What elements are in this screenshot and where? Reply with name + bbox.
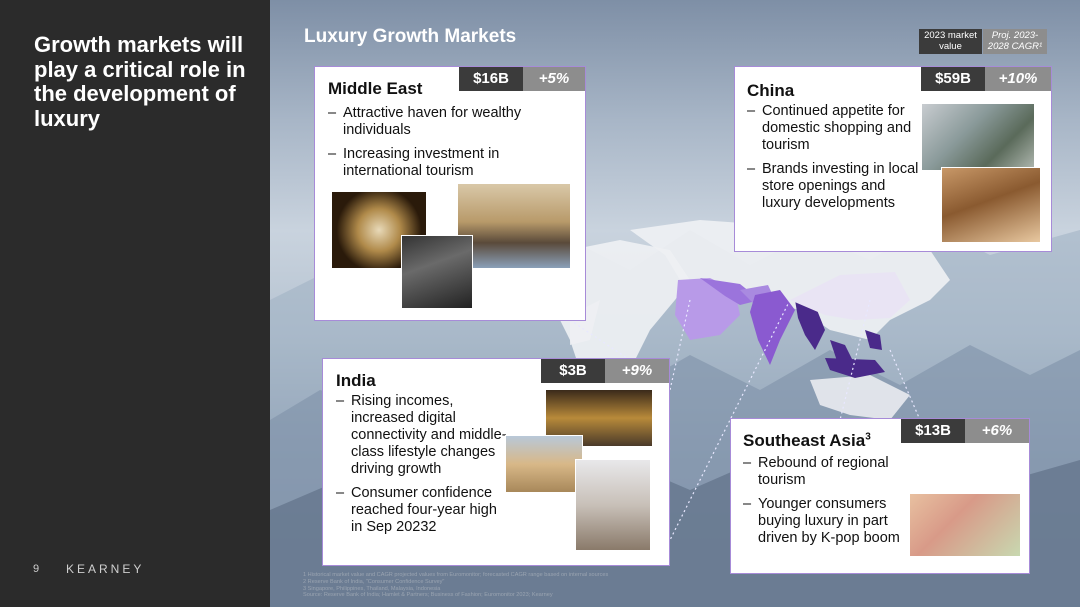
list-item: Brands investing in local store openings… <box>747 161 919 212</box>
legend-market-value: 2023 market value <box>919 29 982 54</box>
photo-heritage-hotel <box>505 435 583 493</box>
photo-boutique-interior <box>401 235 473 309</box>
list-item: Rising incomes, increased digital connec… <box>336 393 508 478</box>
footnote-line: 1 Historical market value and CAGR proje… <box>303 572 609 578</box>
photo-consumer-portrait <box>575 459 651 551</box>
photo-hotel-exterior <box>457 183 571 269</box>
page-number: 9 <box>33 563 40 575</box>
list-item: Continued appetite for domestic shopping… <box>747 103 919 154</box>
market-value-badge: $59B <box>921 67 985 91</box>
list-item: Increasing investment in international t… <box>328 146 578 180</box>
footnote-ref: 3 <box>865 431 871 443</box>
brand-logo: KEARNEY <box>66 562 145 576</box>
cagr-badge: +10% <box>985 67 1051 91</box>
market-value-badge: $13B <box>901 419 965 443</box>
footnotes: 1 Historical market value and CAGR proje… <box>303 572 723 599</box>
legend-cagr: Proj. 2023-2028 CAGR¹ <box>983 29 1047 54</box>
footnote-line: 3 Singapore, Philippines, Thailand, Mala… <box>303 585 441 592</box>
card-title: India <box>336 371 376 390</box>
cagr-badge: +9% <box>605 359 669 383</box>
cagr-badge: +6% <box>965 419 1029 443</box>
card-title: China <box>747 81 795 100</box>
bullet-list: Attractive haven for wealthy individuals… <box>328 105 578 187</box>
left-panel: Growth markets will play a critical role… <box>0 0 270 607</box>
list-item: Attractive haven for wealthy individuals <box>328 105 578 139</box>
bullet-list: Rising incomes, increased digital connec… <box>336 393 508 543</box>
section-title: Luxury Growth Markets <box>304 26 517 47</box>
card-southeast-asia: Southeast Asia3 $13B +6% Rebound of regi… <box>730 418 1030 574</box>
bullet-list: Rebound of regional tourism Younger cons… <box>743 455 903 554</box>
list-item: Younger consumers buying luxury in part … <box>743 496 903 547</box>
footnote-line: Source: Reserve Bank of India; Hamlet & … <box>303 592 553 599</box>
card-title: Middle East <box>328 79 423 98</box>
footnote-line: 2 Reserve Bank of India, "Consumer Confi… <box>303 578 445 585</box>
cagr-badge: +5% <box>523 67 585 91</box>
page-headline: Growth markets will play a critical role… <box>34 32 246 131</box>
list-item: Rebound of regional tourism <box>743 455 903 489</box>
photo-young-consumers <box>909 493 1021 557</box>
market-value-badge: $16B <box>459 67 523 91</box>
card-title: Southeast Asia3 <box>743 431 871 450</box>
photo-aerial-development <box>921 103 1035 171</box>
photo-store-interior <box>941 167 1041 243</box>
market-value-badge: $3B <box>541 359 605 383</box>
card-china: China $59B +10% Continued appetite for d… <box>734 66 1052 252</box>
list-item: Consumer confidence reached four-year hi… <box>336 485 508 536</box>
bullet-list: Continued appetite for domestic shopping… <box>747 103 919 219</box>
card-middle-east: Middle East $16B +5% Attractive haven fo… <box>314 66 586 321</box>
card-india: India $3B +9% Rising incomes, increased … <box>322 358 670 566</box>
